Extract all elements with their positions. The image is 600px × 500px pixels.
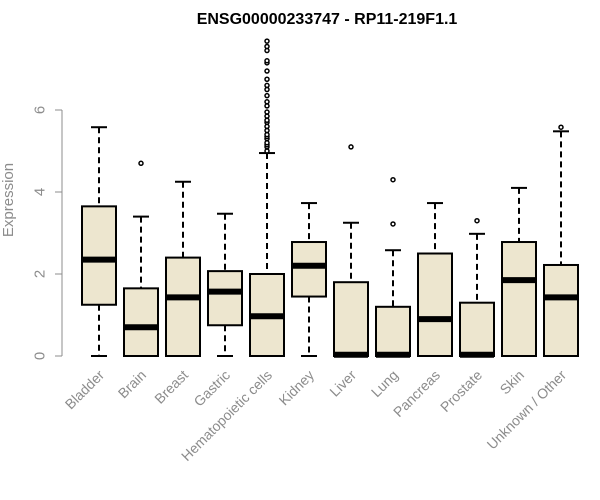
outlier-point <box>474 217 480 224</box>
outlier-point <box>264 68 270 74</box>
box-iqr <box>501 241 537 358</box>
y-tick-label: 0 <box>32 352 49 360</box>
box-iqr <box>291 241 327 298</box>
outlier-point <box>264 109 270 115</box>
box-iqr <box>207 270 243 327</box>
x-tick-label: Bladder <box>62 367 108 413</box>
box-group <box>375 176 411 358</box>
box-iqr <box>543 263 579 358</box>
outlier-point <box>264 99 270 105</box>
outlier-point <box>264 43 270 50</box>
box-iqr <box>459 301 495 358</box>
outlier-point <box>138 160 144 167</box>
boxes <box>81 38 579 358</box>
y-ticks: 0 2 4 6 <box>32 106 62 360</box>
x-tick-label: Skin <box>497 367 528 398</box>
box-group <box>165 180 201 358</box>
outlier-point <box>264 76 270 82</box>
box-iqr <box>81 205 117 306</box>
outlier-point <box>264 82 270 89</box>
box-group <box>417 202 453 357</box>
box-iqr <box>375 305 411 357</box>
x-tick-label: Prostate <box>437 367 485 415</box>
box-group <box>543 124 579 358</box>
box-group <box>207 212 243 357</box>
box-iqr <box>333 281 369 358</box>
outlier-point <box>558 124 564 130</box>
y-tick-label: 6 <box>32 106 49 114</box>
x-tick-label: Breast <box>151 367 191 407</box>
box-group <box>333 144 369 358</box>
x-tick-label: Brain <box>115 367 149 401</box>
x-tick-label: Pancreas <box>390 367 443 420</box>
outlier-point <box>390 176 396 183</box>
outlier-point <box>348 144 354 150</box>
outlier-point <box>264 92 270 99</box>
box-iqr <box>165 256 201 358</box>
box-group <box>123 160 159 358</box>
box-iqr <box>123 287 159 358</box>
chart-title: ENSG00000233747 - RP11-219F1.1 <box>197 11 458 28</box>
x-tick-label: Kidney <box>276 367 318 409</box>
box-group <box>249 38 285 357</box>
x-tick-label: Lung <box>368 367 401 400</box>
outlier-point <box>390 221 396 227</box>
y-axis-label: Expression <box>0 163 17 237</box>
x-tick-label: Liver <box>326 367 359 400</box>
box-group <box>501 186 537 358</box>
box-group <box>291 202 327 357</box>
outlier-point <box>264 58 270 64</box>
x-tick-label: Unknown / Other <box>484 367 570 453</box>
outlier-point <box>264 38 270 44</box>
box-group <box>459 217 495 358</box>
y-tick-label: 2 <box>32 270 49 278</box>
box-group <box>81 126 117 357</box>
box-iqr <box>417 252 453 357</box>
y-tick-label: 4 <box>32 188 49 196</box>
